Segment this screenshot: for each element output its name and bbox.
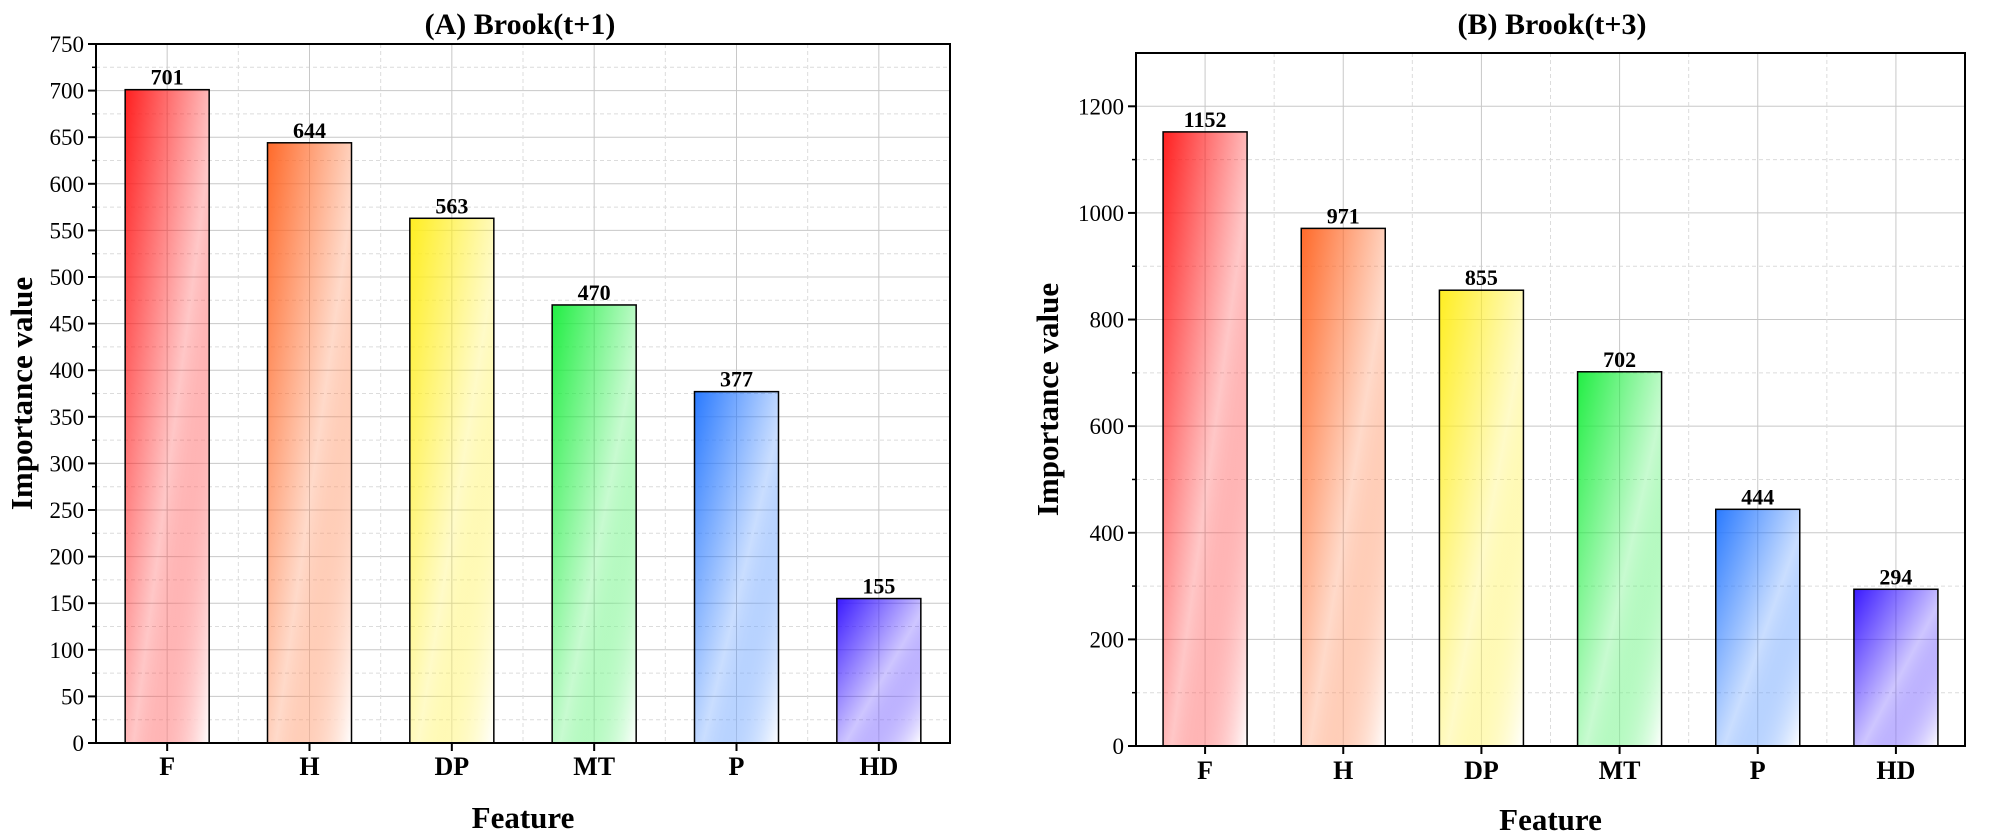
data-label-dp: 855 <box>1465 265 1498 290</box>
plot-frame <box>1135 52 1966 747</box>
y-axis-label: Importance value <box>4 277 39 510</box>
y-tick-label: 400 <box>1090 521 1125 546</box>
x-tick-label-f: F <box>1197 756 1213 785</box>
x-tick-label-mt: MT <box>1599 756 1641 785</box>
x-tick-label-hd: HD <box>859 752 898 781</box>
bar-f <box>1162 131 1248 747</box>
data-label-hd: 155 <box>862 574 895 599</box>
panel-a: 701 644 563 470 377 155 0 50 100 150 200 250 300 350 4… <box>4 8 951 835</box>
grid <box>1135 53 1966 747</box>
y-tick-label: 1000 <box>1078 201 1124 226</box>
x-tick-label-dp: DP <box>434 752 469 781</box>
bar-mt <box>1576 371 1663 747</box>
y-axis-label: Importance value <box>1030 283 1065 516</box>
y-tick-label: 600 <box>50 172 85 197</box>
grid <box>95 43 951 744</box>
data-label-h: 644 <box>293 118 326 143</box>
x-tick-label-h: H <box>1333 756 1353 785</box>
y-tick-label: 750 <box>50 32 85 57</box>
y-tick-label: 800 <box>1090 308 1125 333</box>
y-tick-label: 100 <box>50 638 85 663</box>
y-tick-label: 700 <box>50 79 85 104</box>
y-tick-label: 0 <box>1113 734 1125 759</box>
y-tick-label: 500 <box>50 265 85 290</box>
data-label-hd: 294 <box>1879 564 1912 589</box>
y-tick-label: 600 <box>1090 414 1125 439</box>
bar-hd <box>1853 588 1939 747</box>
y-tick-label: 250 <box>50 498 85 523</box>
x-tick-label-hd: HD <box>1876 756 1915 785</box>
x-tick-label-mt: MT <box>573 752 615 781</box>
x-tick-label-h: H <box>299 752 319 781</box>
bar-dp <box>409 217 495 744</box>
y-tick-label: 350 <box>50 405 85 430</box>
x-axis-label: Feature <box>472 800 575 834</box>
x-tick-label-f: F <box>159 752 175 781</box>
y-tick-label: 200 <box>1090 627 1125 652</box>
y-tick-label: 650 <box>50 125 85 150</box>
y-tick-label: 150 <box>50 591 85 616</box>
chart-title: (B) Brook(t+3) <box>1457 8 1646 41</box>
y-tick-label: 550 <box>50 218 85 243</box>
chart-title: (A) Brook(t+1) <box>425 8 616 41</box>
x-tick-label-p: P <box>729 752 745 781</box>
bar-h <box>266 142 353 744</box>
x-axis-label: Feature <box>1499 802 1602 834</box>
bar-hd <box>836 597 922 744</box>
bar-f <box>124 88 210 744</box>
data-label-f: 701 <box>151 65 184 90</box>
y-tick-label: 1200 <box>1078 94 1124 119</box>
data-label-p: 377 <box>720 367 753 392</box>
y-tick-label: 450 <box>50 312 85 337</box>
x-tick-label-dp: DP <box>1464 756 1499 785</box>
y-tick-label: 50 <box>61 684 84 709</box>
panel-b: 1152 971 855 702 444 294 0 200 400 600 800 1000 1200… <box>1030 8 1966 837</box>
y-tick-label: 0 <box>73 731 85 756</box>
data-label-p: 444 <box>1741 484 1774 509</box>
bar-mt <box>551 304 637 744</box>
y-tick-label: 400 <box>50 358 85 383</box>
data-label-f: 1152 <box>1184 107 1227 132</box>
bar-p <box>693 390 780 744</box>
data-label-mt: 470 <box>578 280 611 305</box>
bar-dp <box>1438 289 1525 747</box>
bar-h <box>1300 227 1386 747</box>
x-tick-label-p: P <box>1750 756 1766 785</box>
y-tick-label: 200 <box>50 545 85 570</box>
data-label-dp: 563 <box>435 193 468 218</box>
data-label-mt: 702 <box>1603 347 1636 372</box>
bar-p <box>1715 508 1801 747</box>
data-label-h: 971 <box>1327 203 1360 228</box>
y-tick-label: 300 <box>50 451 85 476</box>
